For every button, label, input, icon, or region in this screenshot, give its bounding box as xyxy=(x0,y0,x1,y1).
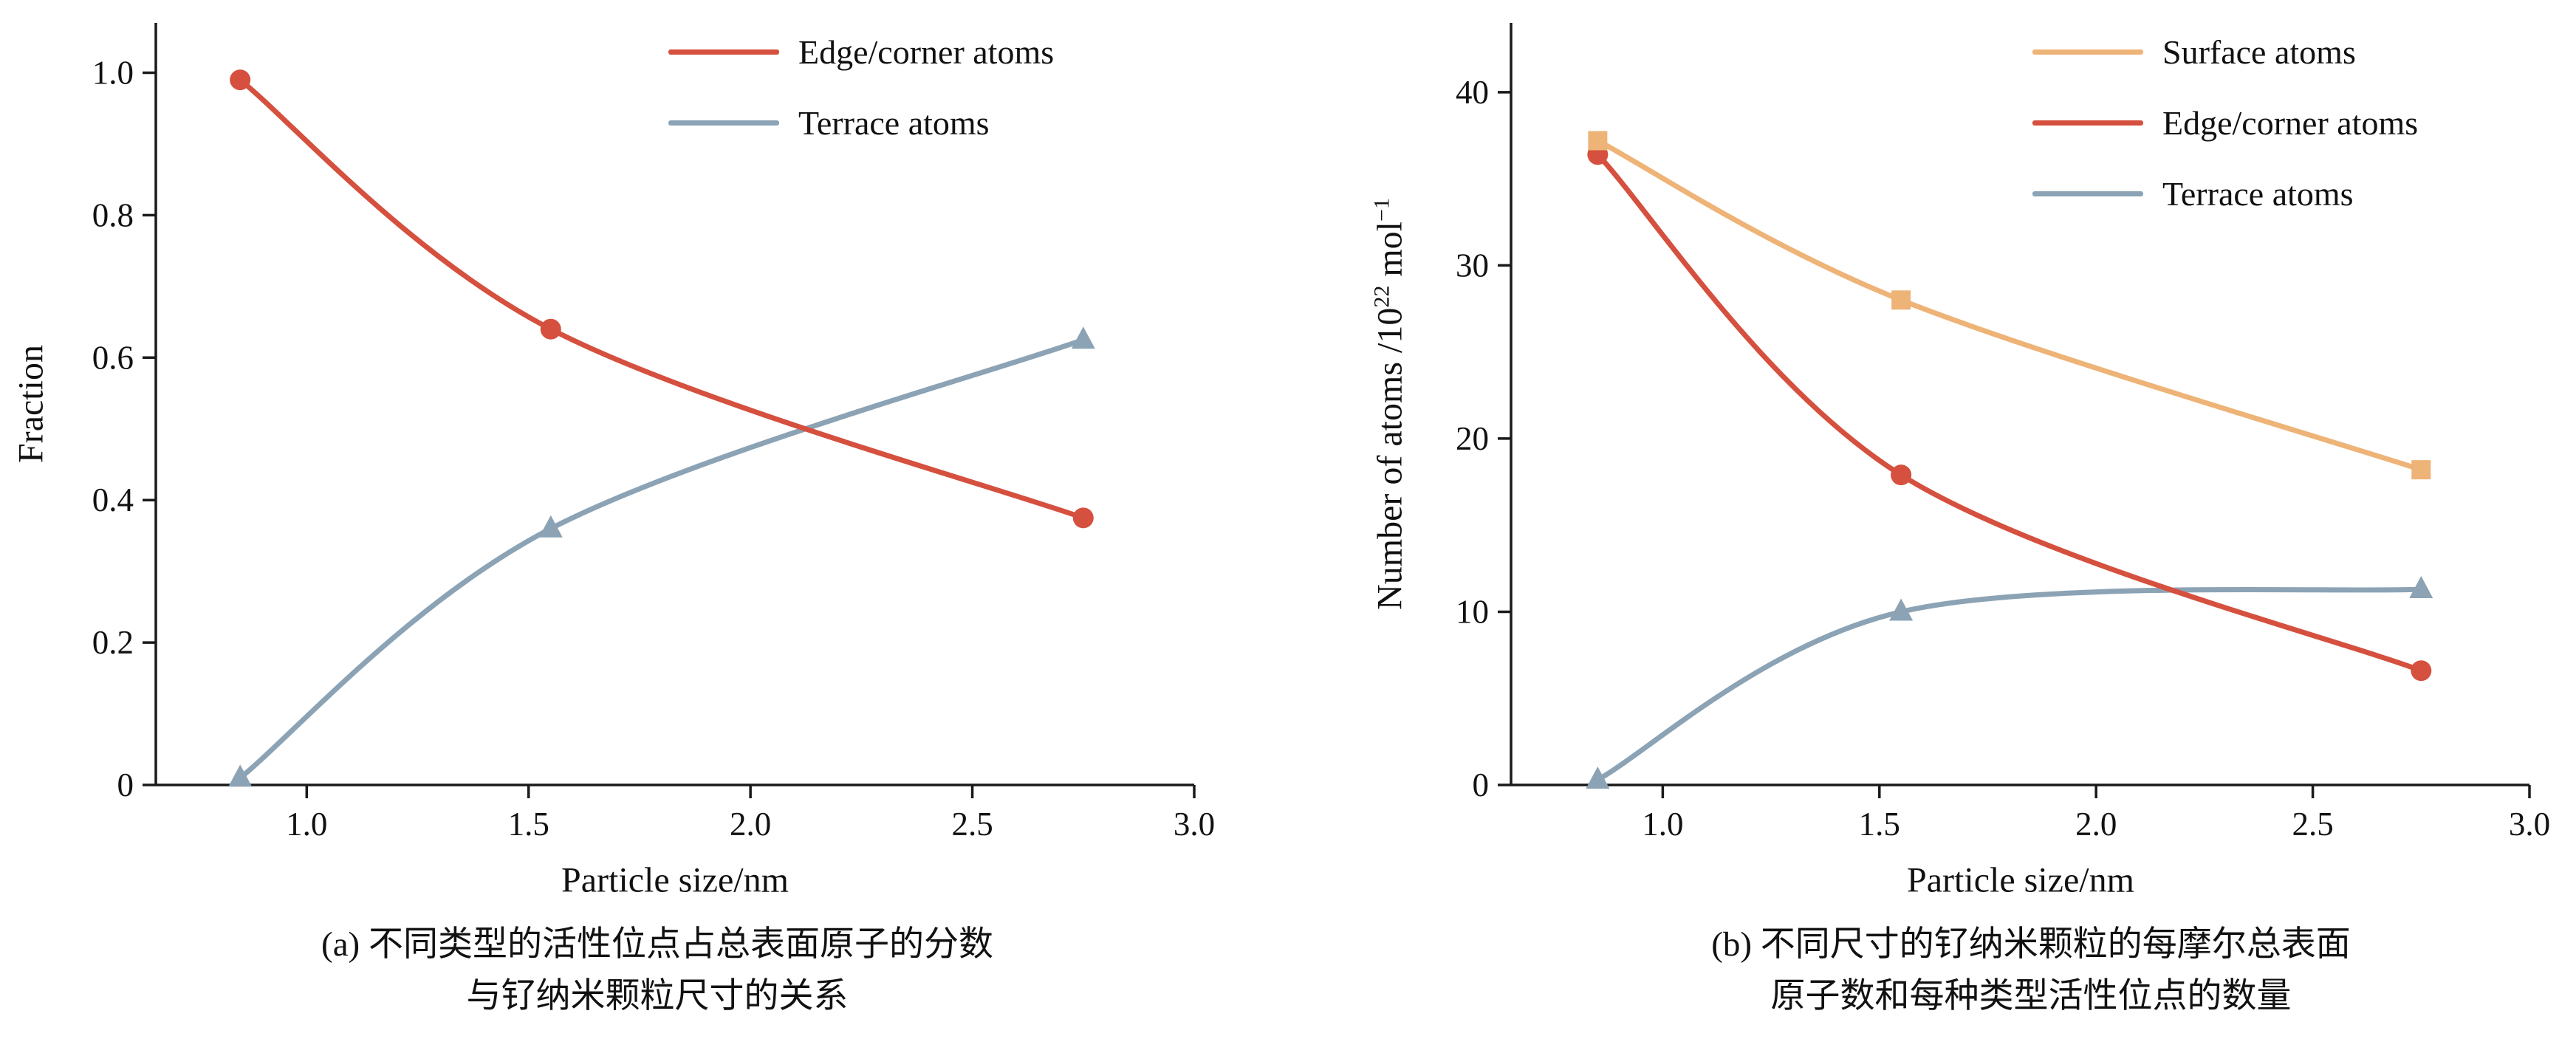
legend-line-sample xyxy=(2032,120,2143,126)
caption-line: (b) 不同尺寸的钌纳米颗粒的每摩尔总表面 xyxy=(1711,925,2351,964)
series-line xyxy=(1594,138,2424,473)
marker-square xyxy=(1891,290,1911,310)
x-tick-label: 1.5 xyxy=(508,806,549,843)
legend-label: Edge/corner atoms xyxy=(2162,103,2419,142)
series-line xyxy=(237,77,1086,521)
x-tick-label: 1.0 xyxy=(1642,806,1683,843)
y-tick-label: 0 xyxy=(117,767,134,803)
y-tick-label: 0.6 xyxy=(92,339,134,376)
x-tick-label: 2.5 xyxy=(951,806,993,843)
x-tick-label: 3.0 xyxy=(2509,806,2550,843)
legend-label: Surface atoms xyxy=(2162,32,2356,71)
y-tick-label: 20 xyxy=(1456,420,1489,457)
y-axis-label-b-unit: mol xyxy=(1370,221,1410,286)
legend-a: Edge/corner atoms Terrace atoms xyxy=(668,32,1054,142)
marker-triangle xyxy=(1071,326,1095,349)
caption-line: 与钌纳米颗粒尺寸的关系 xyxy=(466,977,849,1015)
marker-triangle xyxy=(1586,766,1610,789)
series-line xyxy=(1594,586,2424,783)
y-axis-label-b-unit-exponent: −1 xyxy=(1369,198,1394,222)
y-tick-label: 40 xyxy=(1456,74,1489,111)
marker-circle xyxy=(1072,507,1094,529)
caption-a: (a) 不同类型的活性位点占总表面原子的分数 与钌纳米颗粒尺寸的关系 xyxy=(321,919,993,1022)
legend-label: Edge/corner atoms xyxy=(798,32,1055,71)
legend-item: Edge/corner atoms xyxy=(2032,103,2418,142)
legend-line-sample xyxy=(668,120,779,126)
chart-a-plot-area: 1.0 1.5 2.0 2.5 3.0 0 0.2 0.4 0.6 0.8 1.0 xyxy=(92,23,1215,843)
y-axis-label-b-exponent: 22 xyxy=(1369,285,1394,308)
x-tick-label: 2.0 xyxy=(2075,806,2117,843)
marker-triangle xyxy=(2409,575,2433,598)
marker-triangle xyxy=(228,764,253,787)
caption-line: 原子数和每种类型活性位点的数量 xyxy=(1770,977,2292,1015)
caption-b: (b) 不同尺寸的钌纳米颗粒的每摩尔总表面 原子数和每种类型活性位点的数量 xyxy=(1711,919,2351,1022)
legend-item: Terrace atoms xyxy=(2032,174,2418,213)
series-line xyxy=(1594,151,2424,673)
legend-label: Terrace atoms xyxy=(2162,174,2354,213)
caption-line: (a) 不同类型的活性位点占总表面原子的分数 xyxy=(321,925,993,964)
y-axis-label-b-text: Number of atoms /10 xyxy=(1370,307,1410,610)
chart-b-plot-area: 1.0 1.5 2.0 2.5 3.0 0 10 20 30 40 xyxy=(1456,23,2550,843)
x-axis-label-b: Particle size/nm xyxy=(1907,860,2134,900)
y-tick-label: 1.0 xyxy=(92,55,134,92)
marker-circle xyxy=(230,69,251,91)
legend-line-sample xyxy=(2032,49,2143,55)
legend-item: Surface atoms xyxy=(2032,32,2418,71)
legend-line-sample xyxy=(2032,191,2143,196)
legend-item: Edge/corner atoms xyxy=(668,32,1054,71)
x-tick-label: 1.5 xyxy=(1859,806,1900,843)
x-tick-label: 3.0 xyxy=(1174,806,1215,843)
marker-circle xyxy=(540,318,561,340)
marker-square xyxy=(1588,131,1608,151)
y-tick-label: 0 xyxy=(1473,767,1490,803)
y-tick-label: 0.4 xyxy=(92,481,134,518)
marker-triangle xyxy=(538,515,563,538)
marker-square xyxy=(2411,460,2431,480)
x-axis-label-a: Particle size/nm xyxy=(561,860,789,900)
y-tick-label: 10 xyxy=(1456,593,1489,630)
legend-b: Surface atoms Edge/corner atoms Terrace … xyxy=(2032,32,2418,213)
y-axis-label-b: Number of atoms /1022 mol−1 xyxy=(1370,198,1411,610)
legend-item: Terrace atoms xyxy=(668,103,1054,142)
legend-line-sample xyxy=(668,49,779,55)
x-tick-label: 2.5 xyxy=(2292,806,2333,843)
marker-circle xyxy=(1891,464,1912,486)
marker-circle xyxy=(2411,660,2432,682)
legend-label: Terrace atoms xyxy=(798,103,990,142)
x-tick-label: 1.0 xyxy=(286,806,327,843)
marker-triangle xyxy=(1889,598,1914,621)
x-tick-label: 2.0 xyxy=(730,806,771,843)
y-tick-label: 0.2 xyxy=(92,624,134,661)
y-axis-label-a: Fraction xyxy=(11,345,51,463)
y-tick-label: 0.8 xyxy=(92,196,134,233)
y-tick-label: 30 xyxy=(1456,247,1489,284)
series-line xyxy=(237,337,1086,781)
